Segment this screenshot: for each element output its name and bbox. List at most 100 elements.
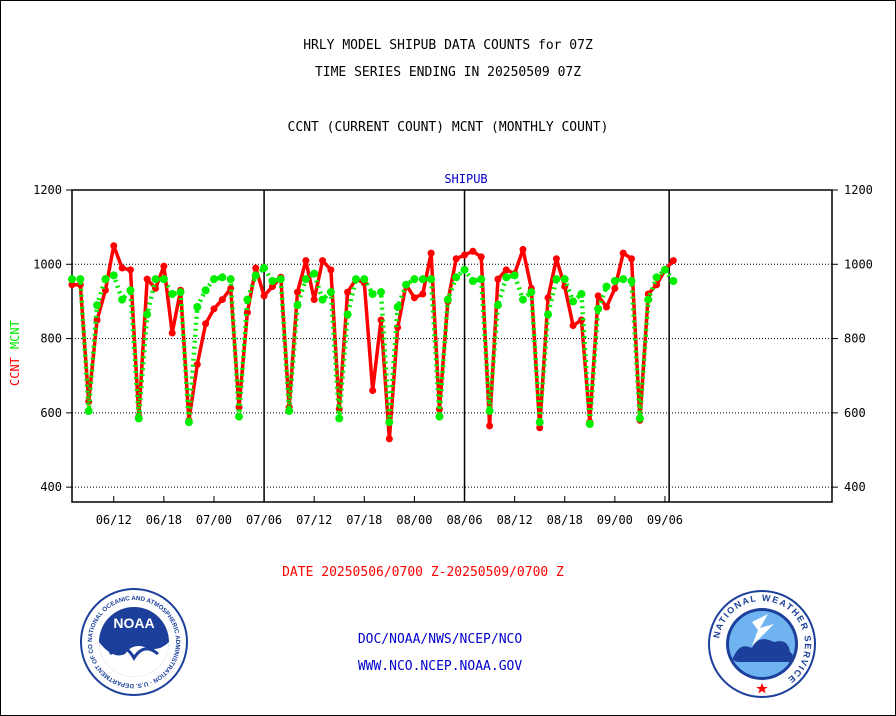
ccnt-point <box>486 422 494 430</box>
mcnt-point <box>276 275 285 284</box>
ccnt-point <box>260 292 268 300</box>
mcnt-point <box>118 295 127 304</box>
chart-title-line2: TIME SERIES ENDING IN 20250509 07Z <box>314 65 582 80</box>
ccnt-point <box>619 249 627 257</box>
mcnt-point <box>159 275 168 284</box>
ccnt-point <box>603 303 611 311</box>
mcnt-point <box>460 265 469 274</box>
mcnt-point <box>427 275 436 284</box>
ccnt-point <box>252 264 260 272</box>
mcnt-point <box>243 295 252 304</box>
mcnt-point <box>368 290 377 298</box>
svg-text:NOAA: NOAA <box>113 615 154 631</box>
ccnt-point <box>193 361 201 369</box>
mcnt-point <box>435 412 444 421</box>
mcnt-point <box>635 414 644 423</box>
plot-area <box>71 189 833 503</box>
mcnt-point <box>552 275 561 284</box>
mcnt-point <box>209 275 218 284</box>
ccnt-point <box>394 323 402 331</box>
mcnt-point <box>310 269 319 278</box>
mcnt-point <box>168 290 177 298</box>
mcnt-point <box>594 304 603 313</box>
mcnt-point <box>443 295 452 304</box>
y-tick-label-right: 600 <box>844 406 866 420</box>
mcnt-point <box>577 290 586 298</box>
chart-subtitle: CCNT (CURRENT COUNT) MCNT (MONTHLY COUNT… <box>287 120 609 135</box>
y-axis-label: CCNT MCNT <box>8 320 22 386</box>
x-tick-label: 07/18 <box>346 513 382 527</box>
mcnt-point <box>109 271 118 280</box>
ccnt-point <box>268 283 276 291</box>
y-tick-label-right: 400 <box>844 480 866 494</box>
mcnt-point <box>218 273 227 282</box>
ccnt-point <box>519 245 527 253</box>
x-tick-label: 08/00 <box>396 513 432 527</box>
mcnt-point <box>610 277 619 285</box>
mcnt-point <box>251 271 260 280</box>
ccnt-point <box>494 275 502 283</box>
mcnt-point <box>644 295 653 304</box>
plot-title: SHIPUB <box>444 172 487 186</box>
y-tick-label-left: 1000 <box>33 257 62 271</box>
y-tick-label-right: 1200 <box>844 183 873 197</box>
mcnt-point <box>627 277 636 285</box>
ccnt-point <box>410 294 418 302</box>
ccnt-point <box>327 266 335 274</box>
mcnt-point <box>84 407 93 415</box>
ccnt-point <box>160 262 168 270</box>
ccnt-point <box>461 251 469 259</box>
mcnt-point <box>669 277 678 285</box>
website-link[interactable]: WWW.NCO.NCEP.NOAA.GOV <box>357 659 523 674</box>
x-tick-label: 07/06 <box>246 513 282 527</box>
mcnt-point <box>184 418 193 427</box>
mcnt-point <box>544 310 553 319</box>
mcnt-point <box>660 265 669 274</box>
mcnt-point <box>477 275 486 284</box>
y-axis-label-mcnt: MCNT <box>8 320 22 349</box>
mcnt-point <box>201 286 210 295</box>
mcnt-point <box>93 301 102 310</box>
mcnt-point <box>151 275 160 284</box>
mcnt-point <box>452 273 461 282</box>
ccnt-point <box>68 281 76 289</box>
mcnt-point <box>301 275 310 284</box>
y-tick-label-left: 600 <box>40 406 62 420</box>
mcnt-point <box>134 414 143 423</box>
x-tick-label: 08/18 <box>547 513 583 527</box>
mcnt-point <box>176 288 185 297</box>
mcnt-point <box>535 418 544 427</box>
ccnt-point <box>319 257 327 265</box>
ccnt-point <box>143 275 151 283</box>
org-path-link[interactable]: DOC/NOAA/NWS/NCEP/NCO <box>357 632 523 647</box>
ccnt-point <box>669 257 677 265</box>
noaa-logo: NOAA NATIONAL OCEANIC AND ATMOSPHERIC AD… <box>80 588 188 696</box>
ccnt-point <box>594 292 602 300</box>
ccnt-point <box>126 266 134 274</box>
x-tick-label: 07/00 <box>196 513 232 527</box>
mcnt-point <box>235 412 244 421</box>
mcnt-point <box>510 271 519 280</box>
mcnt-point <box>585 420 594 428</box>
mcnt-point <box>343 310 352 319</box>
ccnt-point <box>477 253 485 261</box>
y-tick-label-right: 1000 <box>844 257 873 271</box>
y-axis-label-ccnt: CCNT <box>8 357 22 386</box>
x-tick-label: 06/12 <box>96 513 132 527</box>
ccnt-point <box>110 242 118 250</box>
ccnt-point <box>344 288 352 296</box>
ccnt-point <box>168 329 176 337</box>
mcnt-point <box>569 297 578 306</box>
ccnt-point <box>502 266 510 274</box>
ccnt-point <box>118 264 126 272</box>
mcnt-point <box>101 275 110 284</box>
ccnt-point <box>628 255 636 263</box>
chart-title-line1: HRLY MODEL SHIPUB DATA COUNTS for 07Z <box>303 38 593 53</box>
x-tick-label: 09/00 <box>597 513 633 527</box>
mcnt-point <box>351 275 360 284</box>
ccnt-point <box>611 284 619 292</box>
mcnt-point <box>143 310 152 319</box>
mcnt-point <box>468 277 477 285</box>
ccnt-point <box>536 424 544 432</box>
